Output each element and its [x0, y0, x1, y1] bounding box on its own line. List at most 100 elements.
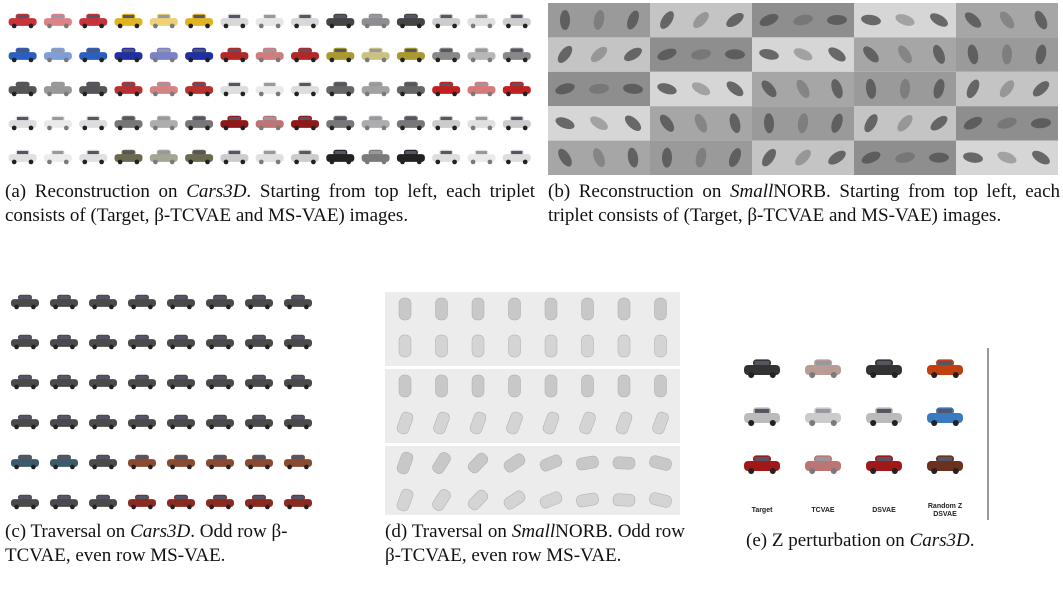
- wheel: [118, 126, 123, 131]
- wheel: [99, 160, 104, 165]
- caption-d: (d) Traversal on SmallNORB. Odd row β-TC…: [385, 520, 685, 568]
- wheel: [109, 305, 114, 310]
- car-window: [52, 117, 63, 120]
- wheel: [259, 126, 264, 131]
- caption-italic: Cars3D: [910, 530, 970, 551]
- wheel: [92, 345, 97, 350]
- car-window: [292, 456, 303, 459]
- wheel: [294, 126, 299, 131]
- car-window: [299, 15, 310, 18]
- car-window: [938, 409, 952, 413]
- wheel: [435, 92, 440, 97]
- car-image: [150, 14, 178, 29]
- wheel: [109, 345, 114, 350]
- wheel: [64, 58, 69, 63]
- car-image: [79, 14, 107, 29]
- car-window: [511, 49, 522, 52]
- car-window: [17, 83, 28, 86]
- car-window: [19, 496, 30, 499]
- car-image: [89, 335, 117, 350]
- car-image: [79, 150, 107, 165]
- wheel: [109, 385, 114, 390]
- wheel: [435, 126, 440, 131]
- car-image: [805, 455, 841, 474]
- wheel: [809, 468, 815, 474]
- wheel: [148, 505, 153, 510]
- norb-object: [436, 298, 448, 320]
- norb-object: [399, 375, 411, 397]
- wheel: [330, 58, 335, 63]
- car-window: [253, 296, 264, 299]
- car-window: [229, 83, 240, 86]
- wheel: [304, 465, 309, 470]
- car-window: [264, 83, 275, 86]
- wheel: [224, 126, 229, 131]
- car-window: [88, 117, 99, 120]
- car-window: [214, 456, 225, 459]
- norb-object: [509, 375, 521, 397]
- wheel: [365, 58, 370, 63]
- wheel: [99, 24, 104, 29]
- car-window: [816, 409, 830, 413]
- car-window: [370, 49, 381, 52]
- wheel: [148, 425, 153, 430]
- wheel: [259, 160, 264, 165]
- wheel: [382, 126, 387, 131]
- wheel: [118, 58, 123, 63]
- wheel: [224, 58, 229, 63]
- wheel: [209, 345, 214, 350]
- wheel: [14, 385, 19, 390]
- car-window: [335, 117, 346, 120]
- norb-object: [618, 298, 630, 320]
- wheel: [226, 425, 231, 430]
- wheel: [382, 24, 387, 29]
- wheel: [417, 160, 422, 165]
- wheel: [311, 24, 316, 29]
- car-window: [253, 376, 264, 379]
- wheel: [287, 465, 292, 470]
- wheel: [892, 372, 898, 378]
- wheel: [92, 385, 97, 390]
- wheel: [99, 92, 104, 97]
- wheel: [131, 465, 136, 470]
- car-window: [299, 83, 310, 86]
- car-image: [326, 150, 354, 165]
- wheel: [31, 505, 36, 510]
- car-image: [89, 415, 117, 430]
- car-image: [362, 82, 390, 97]
- wheel: [294, 58, 299, 63]
- car-image: [432, 116, 460, 131]
- car-image: [185, 82, 213, 97]
- car-window: [877, 409, 891, 413]
- wheel: [148, 385, 153, 390]
- car-window: [52, 15, 63, 18]
- wheel: [259, 24, 264, 29]
- car-window: [97, 296, 108, 299]
- car-window: [123, 15, 134, 18]
- car-image: [9, 150, 37, 165]
- wheel: [14, 465, 19, 470]
- wheel: [226, 345, 231, 350]
- car-image: [503, 48, 531, 63]
- wheel: [382, 160, 387, 165]
- wheel: [70, 385, 75, 390]
- car-image: [11, 335, 39, 350]
- wheel: [209, 505, 214, 510]
- caption-italic: Small: [730, 181, 773, 202]
- wheel: [330, 126, 335, 131]
- car-image: [167, 415, 195, 430]
- car-image: [468, 116, 496, 131]
- wheel: [118, 24, 123, 29]
- car-window: [299, 49, 310, 52]
- car-window: [335, 15, 346, 18]
- car-image: [167, 455, 195, 470]
- car-window: [17, 49, 28, 52]
- car-image: [284, 455, 312, 470]
- figure: TargetTCVAEDSVAERandom ZDSVAE: [0, 0, 1063, 601]
- car-window: [441, 151, 452, 154]
- car-window: [19, 416, 30, 419]
- wheel: [931, 420, 937, 426]
- car-window: [19, 296, 30, 299]
- norb-object: [655, 335, 667, 357]
- car-window: [335, 83, 346, 86]
